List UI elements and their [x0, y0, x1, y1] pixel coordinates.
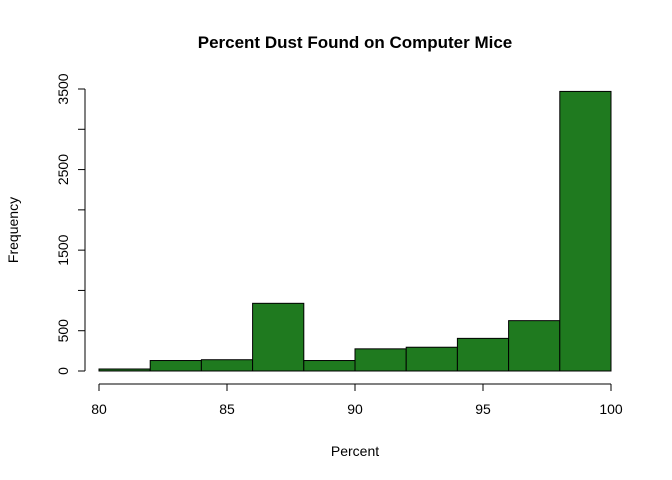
histogram-bar-9	[508, 320, 561, 372]
y-axis-label: Frequency	[5, 197, 21, 263]
y-tick-label: 1500	[55, 234, 71, 265]
histogram-bar-3	[200, 359, 254, 372]
histogram-bar-7	[405, 346, 458, 372]
y-axis: 0 500 1500 2500 3500	[55, 73, 86, 375]
histogram-bar-2	[149, 360, 202, 372]
x-tick-label: 95	[475, 401, 491, 417]
histogram-bar-10	[559, 90, 612, 372]
y-tick-label: 0	[55, 367, 71, 375]
x-tick-label: 85	[219, 401, 235, 417]
histogram-bar-6	[354, 348, 407, 372]
histogram-bar-5	[303, 360, 356, 372]
histogram-bar-1	[98, 368, 151, 372]
x-tick-label: 80	[91, 401, 107, 417]
chart-title: Percent Dust Found on Computer Mice	[198, 33, 513, 52]
x-tick-label: 90	[347, 401, 363, 417]
y-tick-label: 500	[55, 319, 71, 343]
x-axis-label: Percent	[331, 443, 379, 459]
y-tick-label: 2500	[55, 154, 71, 185]
histogram-bar-4	[252, 302, 305, 372]
histogram-bar-8	[456, 337, 510, 372]
x-axis: 80 85 90 95 100	[91, 383, 623, 417]
bars-group	[98, 90, 612, 372]
y-tick-label: 3500	[55, 73, 71, 104]
x-tick-label: 100	[599, 401, 623, 417]
